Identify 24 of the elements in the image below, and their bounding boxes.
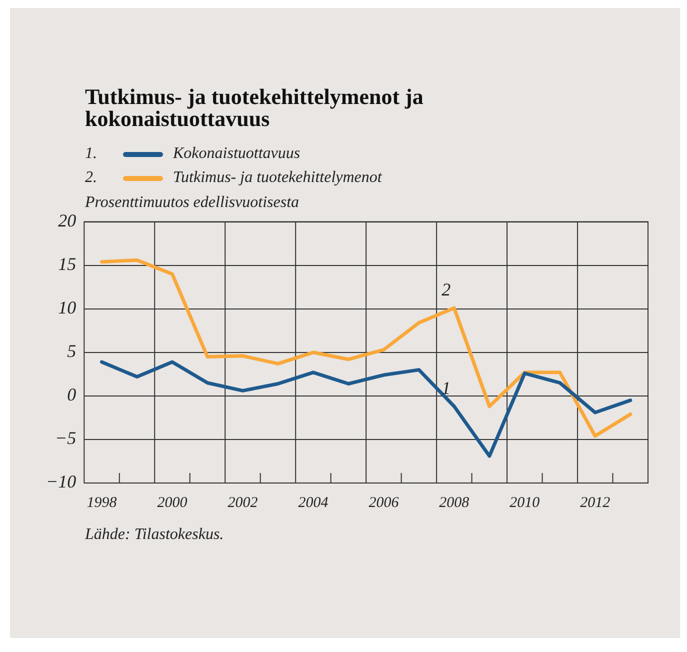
legend-label: Kokonaistuottavuus [173,145,300,163]
x-tick-label: 2006 [368,494,400,511]
y-tick-label: 15 [58,254,76,274]
text: 1. [85,145,98,163]
y-axis-title: Prosenttimuutos edellisvuotisesta [85,194,300,212]
y-tick-label: 5 [67,341,76,362]
text: Lähde: Tilastokeskus. [85,526,224,544]
chart-title: Tutkimus- ja tuotekehittelymenot ja kokonaistuottavuus [85,84,424,131]
annotation: 1 [442,378,451,398]
y-tick-label: 10 [58,298,76,318]
x-tick-label: 2008 [439,494,470,511]
x-tick-label: 1998 [86,494,118,511]
y-tick-label: −5 [54,428,76,448]
y-tick-label: −10 [46,472,76,492]
x-tick-label: 2002 [228,494,258,511]
legend-label: Tutkimus- ja tuotekehittelymenot [173,169,382,187]
x-tick-label: 2004 [298,494,329,511]
x-tick-label: 2012 [580,494,611,511]
annotation: 2 [442,280,451,300]
y-tick-label: 0 [67,384,76,405]
x-tick-label: 2010 [510,494,540,511]
text: 2. [85,169,98,187]
x-tick-label: 2000 [157,494,188,511]
y-tick-label: 20 [58,210,76,231]
